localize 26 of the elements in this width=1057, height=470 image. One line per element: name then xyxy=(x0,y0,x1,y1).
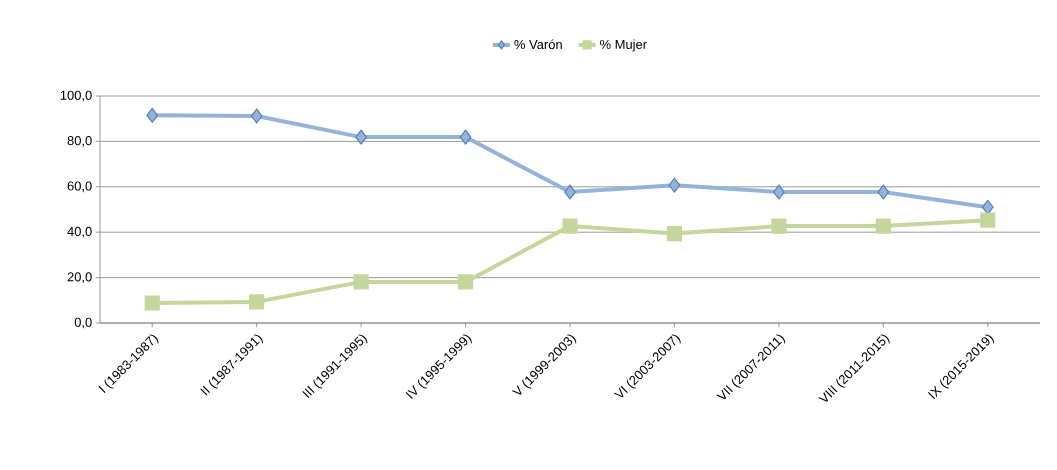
y-tick-label: 100,0 xyxy=(60,90,92,102)
legend-label: % Mujer xyxy=(600,39,647,52)
point xyxy=(981,199,994,215)
point xyxy=(459,129,472,145)
point xyxy=(668,177,681,193)
point xyxy=(875,218,891,234)
point xyxy=(877,184,890,200)
point xyxy=(249,294,265,310)
y-tick-label: 0,0 xyxy=(74,317,92,329)
point xyxy=(355,129,367,145)
point xyxy=(773,184,785,200)
point xyxy=(250,108,263,124)
point xyxy=(144,295,160,311)
y-tick-label: 80,0 xyxy=(67,136,92,147)
y-tick-label: 60,0 xyxy=(67,181,92,193)
point xyxy=(980,212,996,228)
legend-label: % Varón xyxy=(514,39,562,50)
point xyxy=(562,218,578,234)
point xyxy=(146,107,159,123)
point xyxy=(353,274,369,290)
point xyxy=(564,184,576,200)
point xyxy=(771,218,787,234)
point xyxy=(666,225,683,242)
y-tick-label: 40,0 xyxy=(67,226,92,238)
point xyxy=(457,274,474,290)
y-tick-label: 20,0 xyxy=(67,272,92,283)
